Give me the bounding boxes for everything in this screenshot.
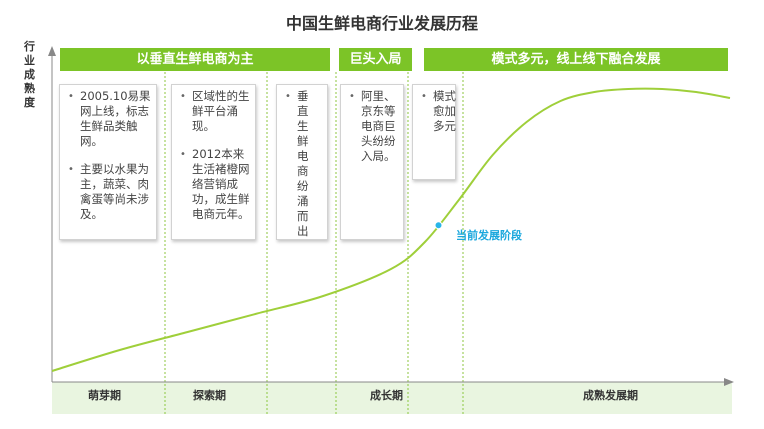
info-box-4: 阿里、京东等电商巨头纷纷入局。 xyxy=(340,84,404,240)
chart-title: 中国生鲜电商行业发展历程 xyxy=(285,14,478,33)
banner-diversified-models: 模式多元，线上线下融合发展 xyxy=(424,48,728,71)
y-axis-label: 行业成熟度 xyxy=(24,40,35,109)
maturity-curve-line xyxy=(51,87,731,372)
banner-vertical-ecommerce: 以垂直生鲜电商为主 xyxy=(60,48,330,71)
phase-label-explore: 探索期 xyxy=(193,389,226,402)
box5-item-1: 模式愈加多元 xyxy=(419,89,457,134)
phase-label-mature: 成熟发展期 xyxy=(583,389,638,402)
box4-item-1: 阿里、京东等电商巨头纷纷入局。 xyxy=(347,89,397,164)
info-box-3: 垂直生鲜电商纷涌而出 xyxy=(276,84,328,240)
x-axis-arrow xyxy=(724,378,734,386)
box1-item-2: 主要以水果为主，蔬菜、肉禽蛋等尚未涉及。 xyxy=(66,162,152,222)
current-stage-marker xyxy=(434,221,443,230)
current-stage-label: 当前发展阶段 xyxy=(456,229,522,242)
box1-item-1: 2005.10易果网上线，标志生鲜品类触网。 xyxy=(66,89,152,149)
box2-item-1: 区域性的生鲜平台涌现。 xyxy=(178,89,251,134)
info-box-2: 区域性的生鲜平台涌现。 2012本来生活褚橙网络营销成功，成生鲜电商元年。 xyxy=(171,84,256,240)
phase-label-growth: 成长期 xyxy=(370,389,403,402)
phase-label-sprout: 萌芽期 xyxy=(88,389,121,402)
banner-giants-enter: 巨头入局 xyxy=(339,48,412,71)
box2-item-2: 2012本来生活褚橙网络营销成功，成生鲜电商元年。 xyxy=(178,147,251,222)
info-box-1: 2005.10易果网上线，标志生鲜品类触网。 主要以水果为主，蔬菜、肉禽蛋等尚未… xyxy=(59,84,157,240)
box3-item-1: 垂直生鲜电商纷涌而出 xyxy=(283,89,309,239)
y-axis-arrow xyxy=(48,46,56,56)
info-box-5: 模式愈加多元 xyxy=(412,84,456,180)
